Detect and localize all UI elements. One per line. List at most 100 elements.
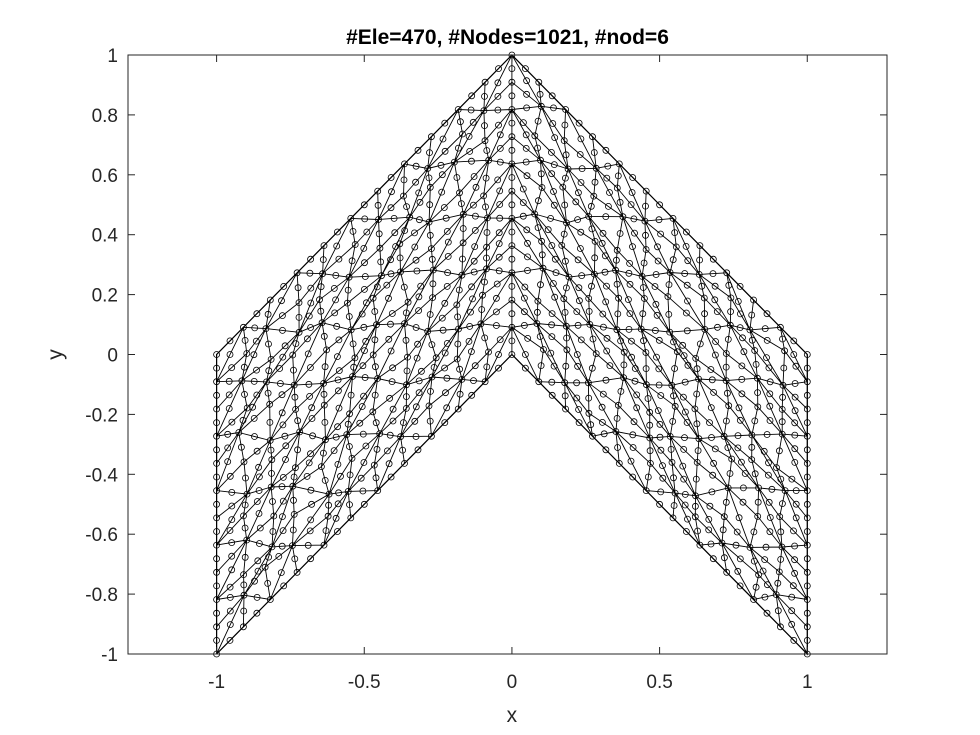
- mesh-node-marker: [471, 212, 479, 220]
- mesh-node-marker: [465, 337, 473, 345]
- mesh-node-marker: [508, 228, 516, 236]
- mesh-node-marker: [268, 469, 275, 477]
- mesh-node-marker: [362, 442, 370, 450]
- mesh-node-marker: [226, 337, 234, 345]
- mesh-node-marker: [803, 582, 811, 590]
- mesh-node-marker: [360, 500, 368, 508]
- mesh-node-marker: [438, 314, 446, 322]
- mesh-node-marker: [243, 350, 251, 357]
- mesh-node-marker: [369, 351, 377, 359]
- x-tick-label: 0.5: [646, 672, 672, 693]
- mesh-node-marker: [377, 258, 385, 266]
- mesh-node-marker: [700, 294, 708, 302]
- mesh-node-marker: [604, 162, 612, 170]
- mesh-node-marker: [763, 354, 770, 362]
- mesh-node-marker: [307, 324, 315, 331]
- mesh-node-marker: [508, 187, 516, 195]
- mesh-node-marker: [481, 278, 488, 286]
- mesh-node-marker: [494, 106, 502, 114]
- mesh-node-marker: [347, 326, 355, 334]
- mesh-node-marker: [562, 322, 570, 330]
- mesh-node-marker: [238, 377, 246, 385]
- mesh-node-marker: [334, 387, 342, 395]
- mesh-node-marker: [485, 156, 493, 164]
- mesh-node-marker: [755, 484, 762, 492]
- mesh-node-marker: [627, 457, 635, 465]
- mesh-node-marker: [668, 381, 676, 389]
- mesh-node-marker: [469, 295, 476, 303]
- mesh-node-marker: [696, 340, 704, 348]
- mesh-node-marker: [656, 201, 663, 209]
- mesh-node-marker: [443, 339, 451, 347]
- mesh-node-marker: [707, 540, 715, 548]
- mesh-node-marker: [606, 362, 614, 370]
- mesh-node-marker: [803, 541, 811, 549]
- mesh-node-marker: [237, 443, 245, 451]
- mesh-node-marker: [652, 271, 660, 278]
- mesh-node-marker: [656, 433, 664, 441]
- mesh-node-marker: [633, 404, 641, 412]
- mesh-node-marker: [535, 197, 542, 205]
- mesh-node-marker: [620, 361, 628, 369]
- mesh-node-marker: [360, 392, 368, 400]
- mesh-node-marker: [468, 391, 476, 399]
- mesh-node-marker: [415, 216, 423, 224]
- mesh-node-marker: [255, 510, 263, 517]
- mesh-node-marker: [454, 106, 462, 113]
- mesh-node-marker: [356, 419, 364, 427]
- mesh-node-marker: [269, 528, 277, 535]
- y-tick-label: -0.8: [85, 585, 118, 606]
- mesh-node-marker: [538, 251, 546, 259]
- mesh-node-marker: [444, 252, 452, 260]
- mesh-node-marker: [682, 408, 689, 416]
- mesh-node-marker: [360, 285, 368, 293]
- mesh-node-marker: [706, 502, 714, 510]
- mesh-node-marker: [432, 354, 440, 362]
- mesh-node-marker: [746, 326, 754, 334]
- mesh-node-marker: [426, 183, 434, 191]
- mesh-node-marker: [442, 214, 450, 222]
- mesh-node-marker: [588, 282, 595, 290]
- mesh-node-marker: [614, 444, 621, 451]
- mesh-node-marker: [560, 137, 568, 145]
- mesh-node-marker: [400, 192, 407, 200]
- mesh-node-marker: [562, 257, 569, 265]
- mesh-node-marker: [346, 471, 354, 479]
- mesh-node-marker: [289, 526, 297, 534]
- mesh-node-marker: [225, 391, 233, 399]
- mesh-node-marker: [573, 394, 581, 402]
- mesh-node-marker: [561, 201, 569, 209]
- mesh-node-marker: [360, 244, 368, 252]
- mesh-node-marker: [578, 272, 586, 280]
- mesh-node-marker: [626, 310, 634, 318]
- mesh-node-marker: [243, 404, 251, 412]
- mesh-node-marker: [520, 119, 527, 126]
- mesh-node-marker: [496, 214, 504, 222]
- mesh-node-marker: [766, 402, 774, 410]
- mesh-node-marker: [653, 311, 661, 319]
- mesh-node-marker: [572, 198, 580, 206]
- mesh-node-marker: [720, 432, 728, 440]
- mesh-node-marker: [640, 259, 648, 267]
- mesh-node-marker: [777, 528, 785, 536]
- mesh-node-marker: [592, 164, 600, 172]
- mesh-node-marker: [563, 346, 571, 354]
- mesh-node-marker: [402, 336, 410, 344]
- mesh-node-marker: [548, 391, 556, 399]
- mesh-node-marker: [441, 119, 449, 127]
- mesh-node-marker: [304, 541, 312, 549]
- mesh-node-marker: [721, 554, 728, 562]
- mesh-node-marker: [629, 431, 637, 439]
- mesh-node-marker: [736, 324, 744, 332]
- mesh-node-marker: [337, 472, 344, 480]
- mesh-node-marker: [548, 333, 556, 341]
- mesh-node-marker: [454, 340, 462, 348]
- mesh-node-marker: [523, 104, 530, 112]
- mesh-node-marker: [459, 130, 466, 138]
- mesh-node-marker: [761, 593, 769, 601]
- mesh-node-marker: [726, 470, 734, 477]
- mesh-node-marker: [547, 214, 554, 222]
- mesh-node-marker: [707, 404, 715, 412]
- mesh-node-marker: [307, 450, 314, 458]
- mesh-node-marker: [754, 513, 762, 520]
